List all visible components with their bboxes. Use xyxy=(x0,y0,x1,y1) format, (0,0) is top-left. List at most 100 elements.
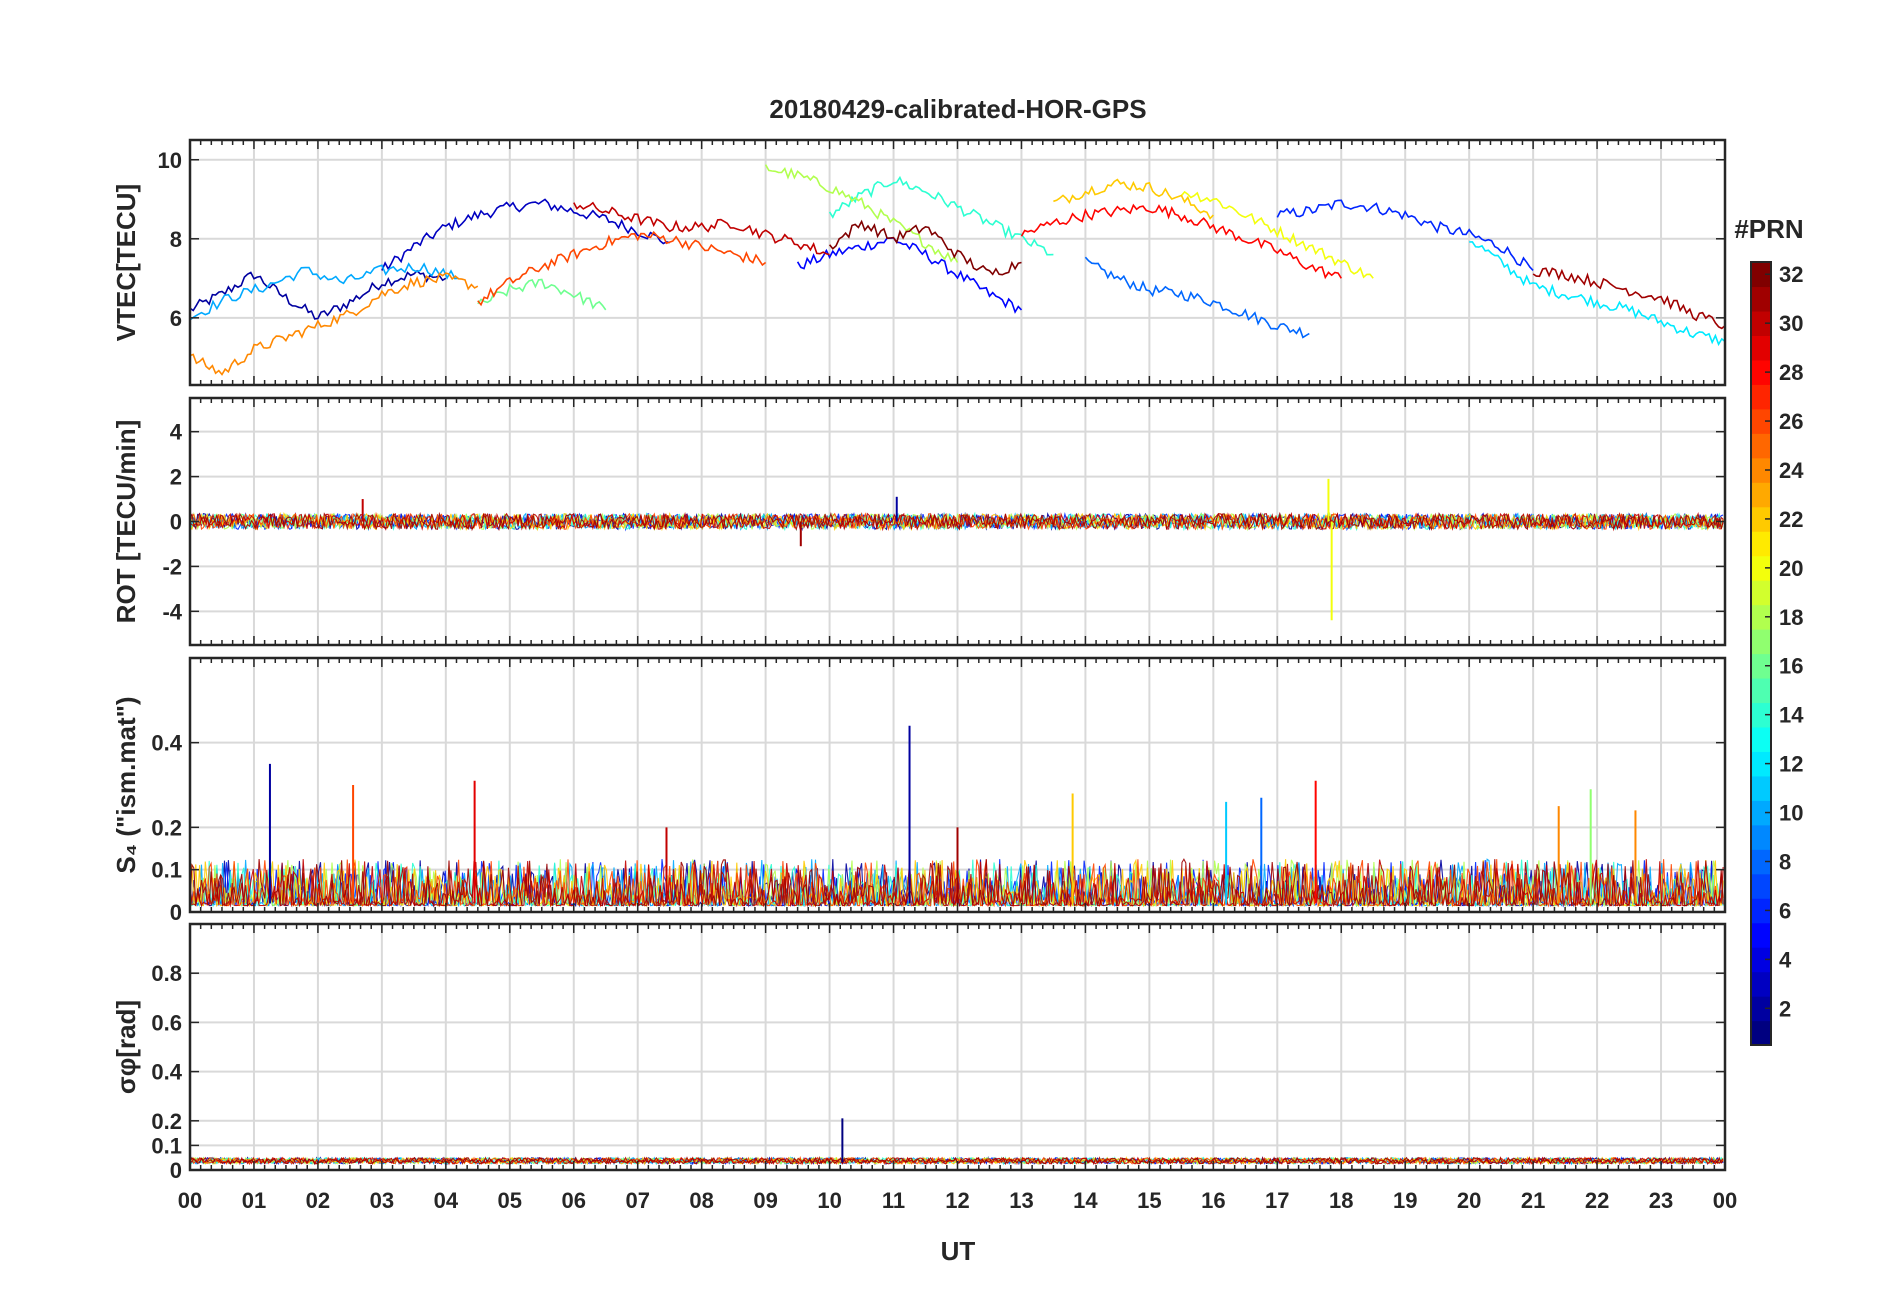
panel-rot: -4 -2 0 2 4 ROT [TECU/min] xyxy=(111,396,1727,647)
colorbar-segment xyxy=(1751,506,1771,532)
series-prn-16 xyxy=(477,278,607,311)
data-layer xyxy=(190,164,1725,376)
colorbar-segment xyxy=(1751,971,1771,997)
x-tick-label: 16 xyxy=(1201,1188,1225,1213)
x-tick-label: 21 xyxy=(1521,1188,1545,1213)
x-tick-label: 00 xyxy=(1713,1188,1737,1213)
y-tick-label: 0 xyxy=(170,510,182,535)
colorbar-tick-label: 2 xyxy=(1779,996,1791,1021)
y-tick-label: 0.1 xyxy=(151,1133,182,1158)
colorbar-tick-label: 16 xyxy=(1779,654,1803,679)
colorbar-tick-label: 6 xyxy=(1779,898,1791,923)
series-prn-20 xyxy=(1180,190,1374,279)
colorbar-segment xyxy=(1751,335,1771,361)
colorbar-segment xyxy=(1751,310,1771,337)
colorbar-segment xyxy=(1751,751,1771,777)
series-prn-28 xyxy=(1020,203,1342,280)
colorbar-tick-label: 32 xyxy=(1779,262,1803,287)
y-tick-label: 0.2 xyxy=(151,1109,182,1134)
colorbar-tick-label: 14 xyxy=(1779,703,1804,728)
colorbar-segment xyxy=(1751,996,1771,1022)
colorbar-segment xyxy=(1751,775,1771,801)
y-axis-label-rot: ROT [TECU/min] xyxy=(111,420,141,624)
colorbar-segment xyxy=(1751,580,1771,606)
series-prn-31 xyxy=(1532,267,1725,330)
series-prn-26 xyxy=(477,230,767,307)
x-axis-label: UT xyxy=(941,1236,976,1266)
y-tick-label: 10 xyxy=(158,148,182,173)
y-tick-label: 0.2 xyxy=(151,815,182,840)
y-tick-label: 2 xyxy=(170,465,182,490)
x-tick-label: 19 xyxy=(1393,1188,1417,1213)
colorbar-tick-label: 26 xyxy=(1779,409,1803,434)
y-tick-label: -2 xyxy=(162,554,182,579)
series-prn-8 xyxy=(1084,256,1310,339)
colorbar-segment xyxy=(1751,262,1771,288)
x-tick-label: 07 xyxy=(625,1188,649,1213)
x-tick-label: 23 xyxy=(1649,1188,1673,1213)
y-tick-label: 6 xyxy=(170,306,182,331)
x-tick-label: 11 xyxy=(882,1188,905,1213)
colorbar-tick-label: 30 xyxy=(1779,311,1803,336)
y-tick-label: 0 xyxy=(170,1158,182,1183)
x-tick-label: 22 xyxy=(1585,1188,1609,1213)
colorbar-tick-label: 10 xyxy=(1779,801,1803,826)
colorbar-segment xyxy=(1751,1020,1771,1046)
panel-vtec: 6 8 10 VTEC[TECU] xyxy=(111,138,1727,387)
series-prn-14 xyxy=(828,175,1054,256)
colorbar-tick-label: 20 xyxy=(1779,556,1803,581)
series-prn-5 xyxy=(796,237,1023,314)
x-tick-label: 18 xyxy=(1329,1188,1353,1213)
y-tick-label: -4 xyxy=(162,599,182,624)
colorbar-frame xyxy=(1750,261,1772,1046)
series-prn-22 xyxy=(1053,178,1214,220)
series-prn-12 xyxy=(1469,241,1725,347)
series-prn-32 xyxy=(828,219,1022,276)
series-prn-2 xyxy=(190,269,447,320)
colorbar-segment xyxy=(1751,849,1771,875)
series-prn-6 xyxy=(1276,199,1534,271)
panel-sigma_phi: 00.10.2 0.4 0.6 0.8 σφ[rad] xyxy=(111,922,1727,1183)
colorbar-segment xyxy=(1751,433,1771,459)
x-tick-label: 01 xyxy=(242,1188,266,1213)
series-prn-24 xyxy=(190,272,479,376)
colorbar-segment xyxy=(1751,408,1771,434)
colorbar-tick-label: 24 xyxy=(1779,458,1804,483)
y-tick-label: 8 xyxy=(170,227,182,252)
x-tick-label: 12 xyxy=(945,1188,969,1213)
y-tick-label: 0.1 xyxy=(151,858,182,883)
colorbar-segment xyxy=(1751,482,1771,508)
colorbar-segment xyxy=(1751,824,1771,850)
colorbar-segment xyxy=(1751,922,1771,948)
data-layer xyxy=(190,478,1724,621)
x-tick-label: 00 xyxy=(178,1188,202,1213)
colorbar-segment xyxy=(1751,531,1771,557)
x-tick-label: 13 xyxy=(1009,1188,1033,1213)
series-prn-3 xyxy=(381,198,670,271)
y-tick-label: 0.4 xyxy=(151,1060,182,1085)
series-prn-10 xyxy=(190,262,459,321)
panel-s4: 0 0.1 0.2 0.4 S₄ ("ism.mat") xyxy=(111,656,1727,925)
colorbar-segment xyxy=(1751,359,1771,385)
x-tick-label: 05 xyxy=(498,1188,522,1213)
colorbar-segment xyxy=(1751,898,1771,924)
colorbar-segment xyxy=(1751,800,1771,826)
x-tick-label: 09 xyxy=(753,1188,777,1213)
colorbar-segment xyxy=(1751,457,1771,483)
y-axis-label-sigma_phi: σφ[rad] xyxy=(111,1000,141,1094)
colorbar-tick-label: 18 xyxy=(1779,605,1803,630)
noise-prn-31 xyxy=(190,511,1724,532)
y-axis-label-vtec: VTEC[TECU] xyxy=(111,184,141,341)
colorbar-segment xyxy=(1751,384,1771,410)
x-tick-label: 02 xyxy=(306,1188,330,1213)
colorbar-tick-label: 22 xyxy=(1779,507,1803,532)
colorbar-tick-label: 4 xyxy=(1779,947,1792,972)
chart-title: 20180429-calibrated-HOR-GPS xyxy=(769,94,1146,124)
x-tick-labels: 00 01 02 03 04 05 06 07 08 09 10 11 12 13 14 15 16 17 18 19… xyxy=(178,1188,1737,1213)
x-tick-label: 06 xyxy=(562,1188,586,1213)
y-tick-label: 4 xyxy=(170,420,183,445)
colorbar-segment xyxy=(1751,653,1771,679)
colorbar-segment xyxy=(1751,555,1771,581)
x-tick-label: 04 xyxy=(434,1188,459,1213)
